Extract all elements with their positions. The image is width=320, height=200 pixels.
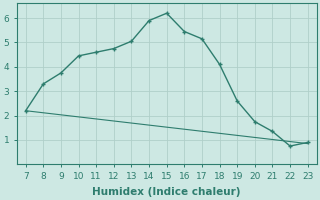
X-axis label: Humidex (Indice chaleur): Humidex (Indice chaleur) [92,187,241,197]
